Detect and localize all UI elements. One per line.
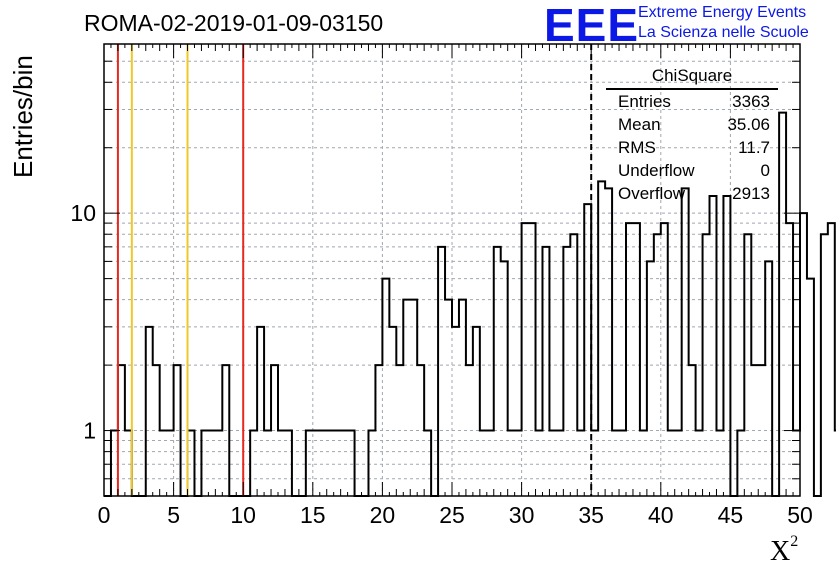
x-tick-label: 15: [300, 502, 326, 528]
x-tick-label: 5: [167, 502, 180, 528]
x-tick-label: 35: [578, 502, 604, 528]
eee-logo-line1: Extreme Energy Events: [638, 4, 807, 21]
x-tick-label: 10: [230, 502, 256, 528]
chart-title: ROMA-02-2019-01-09-03150: [84, 10, 384, 36]
histogram-series: [104, 111, 836, 497]
stats-row-underflow: Underflow 0: [606, 159, 778, 182]
eee-logo-line2: La Scienza nelle Scuole: [638, 24, 809, 41]
stats-box: ChiSquare Entries 3363 Mean 35.06 RMS 11.7 …: [606, 64, 778, 205]
x-tick-label: 25: [439, 502, 465, 528]
stats-title: ChiSquare: [606, 64, 778, 90]
y-tick-label: 10: [70, 200, 96, 226]
eee-logo: EEE: [544, 0, 640, 51]
stats-row-entries: Entries 3363: [606, 90, 778, 113]
stats-value: 3363: [732, 92, 770, 111]
stats-label: Overflow: [618, 184, 686, 203]
stats-row-rms: RMS 11.7: [606, 136, 778, 159]
x-tick-label: 20: [370, 502, 396, 528]
x-tick-label: 30: [509, 502, 535, 528]
x-axis-label-main: X: [770, 536, 791, 567]
stats-label: Mean: [618, 115, 661, 134]
stats-value: 11.7: [738, 138, 770, 157]
stats-value: 35.06: [727, 115, 770, 134]
x-tick-label: 50: [787, 502, 813, 528]
x-axis-label: X2: [770, 532, 799, 568]
x-axis-label-sup: 2: [790, 532, 799, 550]
stats-value: 2913: [732, 184, 770, 203]
x-tick-label: 45: [718, 502, 744, 528]
stats-row-mean: Mean 35.06: [606, 113, 778, 136]
y-tick-label: 1: [83, 418, 96, 444]
stats-label: Entries: [618, 92, 671, 111]
x-tick-label: 0: [98, 502, 111, 528]
stats-row-overflow: Overflow 2913: [606, 182, 778, 205]
y-axis-label: Entries/bin: [8, 55, 38, 178]
stats-value: 0: [760, 161, 770, 180]
stats-label: Underflow: [618, 161, 695, 180]
stats-label: RMS: [618, 138, 656, 157]
x-tick-label: 40: [648, 502, 674, 528]
